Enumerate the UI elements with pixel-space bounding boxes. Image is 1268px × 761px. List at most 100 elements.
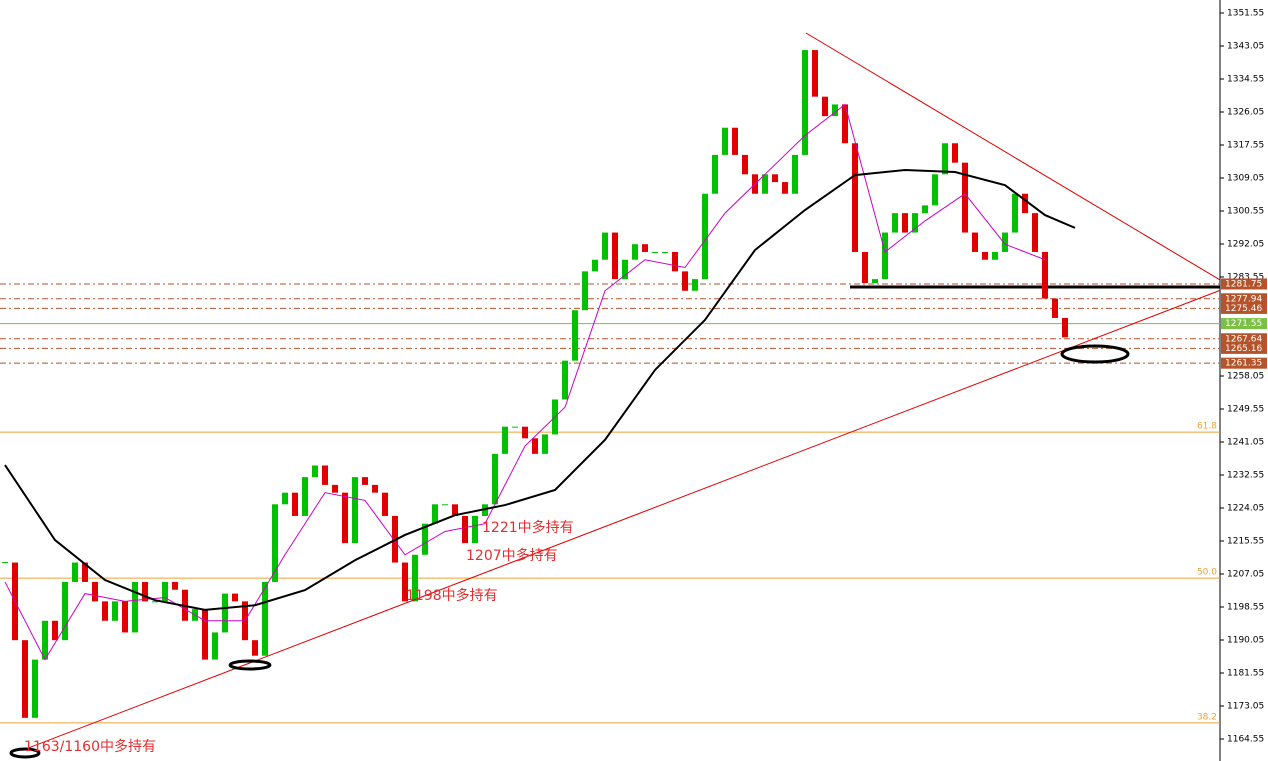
candle — [1052, 298, 1058, 318]
level-label: 1261.35 — [1225, 359, 1262, 369]
candle — [902, 213, 908, 233]
level-label: 1271.55 — [1225, 319, 1262, 329]
candle — [622, 259, 628, 280]
candle — [802, 50, 808, 155]
candle — [172, 581, 178, 590]
level-box — [1221, 342, 1267, 354]
candle — [292, 492, 298, 516]
y-tick-label: 1190.05 — [1227, 635, 1264, 645]
trendline — [21, 289, 1221, 751]
candle — [262, 581, 268, 656]
y-tick-label: 1258.05 — [1227, 371, 1264, 381]
y-tick-label: 1207.05 — [1227, 569, 1264, 579]
candle — [712, 154, 718, 194]
trendline — [805, 32, 1221, 281]
candle — [982, 251, 988, 260]
y-tick-label: 1198.55 — [1227, 602, 1264, 612]
candle — [152, 601, 158, 603]
level-label: 1277.94 — [1225, 294, 1262, 304]
candle — [72, 562, 78, 582]
candle — [122, 601, 128, 633]
candle — [1032, 213, 1038, 252]
marker-ellipse — [1060, 344, 1130, 364]
candle — [432, 504, 438, 524]
level-box — [1221, 357, 1267, 369]
candle — [62, 581, 68, 641]
fib-label: 50.0 — [1197, 568, 1217, 578]
fib-label: 38.2 — [1197, 712, 1217, 722]
candle — [882, 232, 888, 280]
annotation: 1207中多持有 — [466, 547, 558, 564]
candle — [252, 640, 258, 656]
candle — [652, 251, 658, 253]
candle — [592, 259, 598, 272]
y-tick-label: 1224.05 — [1227, 503, 1264, 513]
candle — [692, 279, 698, 291]
candle — [742, 154, 748, 175]
y-tick-label: 1283.55 — [1227, 272, 1264, 282]
annotation: 1221中多持有 — [482, 519, 574, 536]
y-tick-label: 1343.05 — [1227, 42, 1264, 52]
candle — [832, 104, 838, 117]
candle — [32, 659, 38, 718]
candle — [522, 426, 528, 439]
candle — [722, 127, 728, 155]
candle — [862, 251, 868, 284]
candle — [702, 193, 708, 280]
candle — [352, 477, 358, 544]
candle — [682, 271, 688, 291]
marker-ellipse — [228, 659, 272, 671]
candle — [402, 562, 408, 602]
fib-label: 61.8 — [1197, 422, 1217, 432]
candle — [112, 601, 118, 621]
candle — [1042, 251, 1048, 299]
candle — [602, 232, 608, 260]
candle — [82, 562, 88, 582]
marker-ellipse — [9, 747, 41, 759]
candle — [472, 515, 478, 544]
candle — [822, 96, 828, 117]
candle — [792, 154, 798, 194]
candle — [632, 244, 638, 260]
moving-average — [4, 169, 1076, 611]
candle — [562, 360, 568, 400]
candle — [762, 174, 768, 194]
y-tick-label: 1292.05 — [1227, 239, 1264, 249]
candle — [662, 251, 668, 253]
level-box — [1221, 278, 1267, 290]
candle — [52, 620, 58, 641]
candle — [992, 251, 998, 260]
y-tick-label: 1164.55 — [1227, 734, 1264, 744]
candle — [412, 554, 418, 602]
level-label: 1267.64 — [1225, 334, 1262, 344]
candle — [962, 162, 968, 233]
candle — [1012, 193, 1018, 233]
candle — [912, 213, 918, 233]
candle — [42, 620, 48, 660]
candle — [372, 484, 378, 493]
candle — [512, 426, 518, 428]
y-tick-label: 1334.55 — [1227, 75, 1264, 85]
candle — [142, 581, 148, 602]
candle — [1022, 193, 1028, 214]
y-tick-label: 1326.05 — [1227, 108, 1264, 118]
y-tick-label: 1309.05 — [1227, 174, 1264, 184]
level-label: 1265.16 — [1225, 344, 1262, 354]
candle — [302, 477, 308, 516]
candle — [612, 232, 618, 280]
candle — [212, 632, 218, 660]
level-box — [1221, 293, 1267, 305]
y-tick-label: 1232.55 — [1227, 470, 1264, 480]
candle — [232, 593, 238, 602]
candle — [102, 601, 108, 621]
candle — [872, 279, 878, 284]
candle — [532, 438, 538, 454]
candle — [92, 581, 98, 602]
candle — [772, 174, 778, 183]
candle — [812, 50, 818, 97]
candle — [1002, 232, 1008, 252]
level-label: 1275.46 — [1225, 304, 1262, 314]
candle — [272, 504, 278, 582]
candle — [442, 504, 448, 506]
